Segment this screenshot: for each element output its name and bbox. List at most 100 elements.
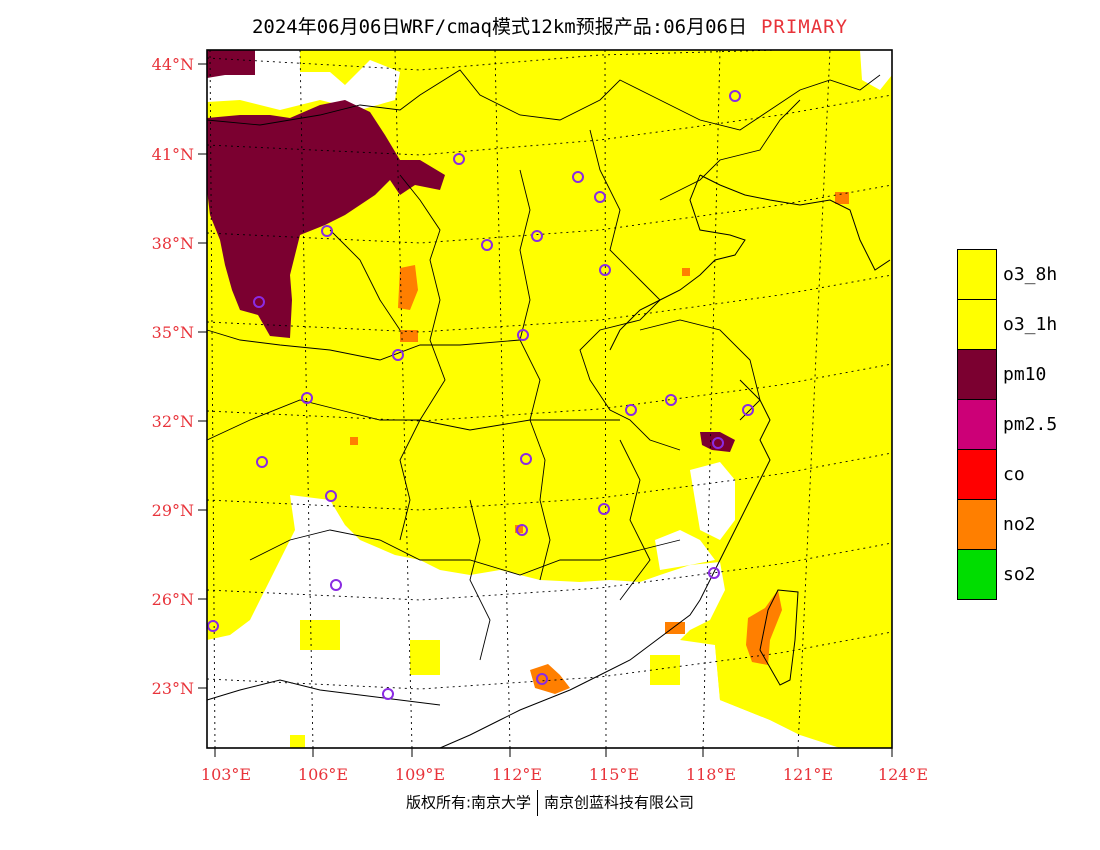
city-marker	[708, 567, 720, 579]
city-markers	[207, 90, 754, 700]
lat-label-38n: 38°N	[151, 234, 194, 253]
grid-lon	[299, 49, 314, 749]
grid-lon	[209, 49, 216, 749]
border-line	[659, 99, 801, 201]
lon-label-121e: 121°E	[782, 765, 834, 784]
legend-label: o3_1h	[1003, 314, 1058, 335]
map-frame	[206, 49, 893, 749]
grid-lat	[206, 184, 893, 244]
pm10-area-northwest	[207, 100, 445, 338]
no2-area	[400, 330, 418, 342]
city-marker	[256, 456, 268, 468]
lat-label-44n: 44°N	[151, 55, 194, 74]
axis-ticks	[198, 63, 893, 757]
city-marker	[517, 329, 529, 341]
city-marker	[625, 404, 637, 416]
map-title: 2024年06月06日WRF/cmaq模式12km预报产品:06月06日 PRIM…	[0, 12, 1100, 39]
border-line	[619, 439, 651, 601]
lon-label-124e: 124°E	[877, 765, 929, 784]
copyright-footer: 版权所有:南京大学 南京创蓝科技有限公司	[0, 790, 1100, 816]
legend-label: so2	[1003, 564, 1036, 585]
footer-copyright: 版权所有:南京大学	[405, 793, 532, 812]
coastline-shandong	[609, 174, 746, 351]
city-marker	[712, 437, 724, 449]
lon-label-112e: 112°E	[491, 765, 543, 784]
city-marker	[301, 392, 313, 404]
grid-lon	[604, 49, 607, 749]
graticule	[206, 49, 893, 749]
border-line	[639, 319, 761, 421]
city-marker	[599, 264, 611, 276]
white-area-zhejiang	[690, 462, 735, 540]
no2-area	[350, 437, 358, 445]
border-line	[519, 169, 551, 581]
pm10-area-shanghai	[700, 432, 735, 452]
grid-lat	[206, 94, 893, 156]
grid-lon	[394, 49, 413, 749]
pm10-area-top	[207, 50, 255, 78]
lon-label-109e: 109°E	[394, 765, 446, 784]
border-line	[469, 499, 491, 661]
city-marker	[536, 673, 548, 685]
city-marker	[253, 296, 265, 308]
legend-label: no2	[1003, 514, 1036, 535]
border-vietnam	[206, 679, 441, 706]
legend-label: pm2.5	[1003, 414, 1058, 435]
no2-area	[682, 268, 690, 276]
lat-label-41n: 41°N	[151, 145, 194, 164]
lat-label-32n: 32°N	[151, 412, 194, 431]
border-line	[206, 329, 521, 361]
legend-swatch	[957, 249, 997, 300]
city-marker	[572, 171, 584, 183]
lat-label-23n: 23°N	[151, 679, 194, 698]
lat-label-26n: 26°N	[151, 590, 194, 609]
city-marker	[516, 524, 528, 536]
grid-lon	[494, 49, 511, 749]
ozone-patch	[290, 735, 305, 748]
grid-lat	[206, 542, 893, 601]
white-area-south	[207, 495, 840, 748]
city-marker	[665, 394, 677, 406]
legend-label: o3_8h	[1003, 264, 1058, 285]
border-line	[399, 174, 446, 541]
city-marker	[330, 579, 342, 591]
border-line	[329, 229, 401, 331]
border-line	[249, 529, 681, 576]
legend-label: co	[1003, 464, 1025, 485]
city-marker	[392, 349, 404, 361]
ozone-patch-sea	[715, 645, 892, 748]
border-line	[579, 129, 681, 451]
no2-area	[515, 525, 523, 533]
city-marker	[325, 490, 337, 502]
ozone-patch	[650, 655, 680, 685]
legend-swatch	[957, 449, 997, 500]
city-marker	[453, 153, 465, 165]
ozone-patch	[410, 640, 440, 675]
lon-label-115e: 115°E	[588, 765, 640, 784]
lat-label-29n: 29°N	[151, 501, 194, 520]
city-marker	[382, 688, 394, 700]
grid-lon	[702, 49, 721, 749]
city-marker	[729, 90, 741, 102]
city-marker	[207, 620, 219, 632]
legend-swatch	[957, 499, 997, 550]
grid-lat	[206, 274, 893, 333]
grid-lat	[206, 631, 893, 690]
lat-label-35n: 35°N	[151, 323, 194, 342]
white-area-fujian	[655, 530, 715, 570]
pm10-areas	[207, 50, 735, 452]
ozone-patches	[290, 620, 892, 748]
footer-company: 南京创蓝科技有限公司	[544, 793, 695, 812]
no2-area	[398, 265, 418, 310]
legend-swatch	[957, 349, 997, 400]
legend-swatch	[957, 549, 997, 600]
city-marker	[742, 404, 754, 416]
white-area-northeast	[860, 50, 892, 90]
title-main: 2024年06月06日WRF/cmaq模式12km预报产品:06月06日	[251, 16, 747, 38]
ozone-patch	[300, 620, 340, 650]
city-marker	[598, 503, 610, 515]
no2-area	[835, 192, 849, 204]
grid-lon	[797, 49, 831, 749]
border-line	[206, 69, 881, 131]
city-marker	[520, 453, 532, 465]
